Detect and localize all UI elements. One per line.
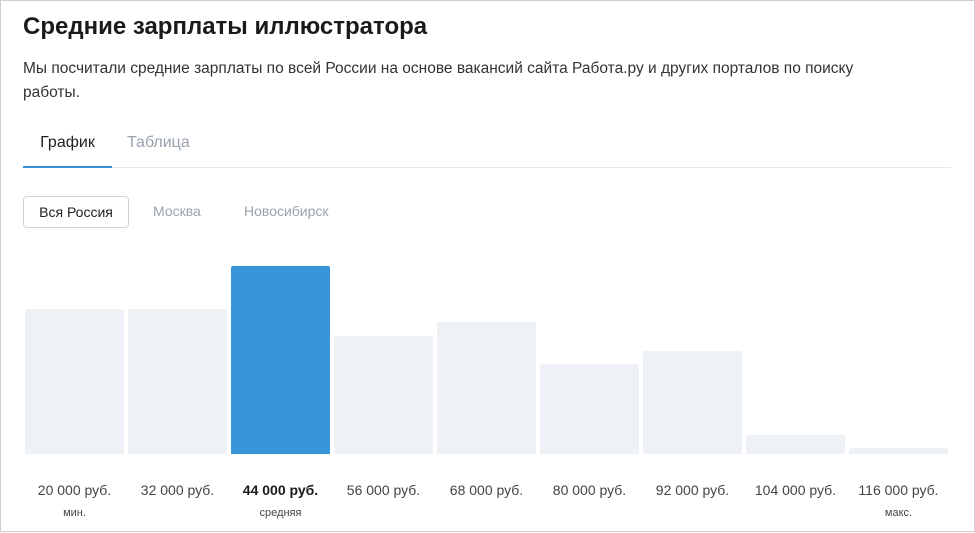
chart-bar xyxy=(540,364,639,454)
region-novosibirsk-button[interactable]: Новосибирск xyxy=(244,203,329,219)
region-moscow-button[interactable]: Москва xyxy=(153,203,201,219)
chart-bar xyxy=(334,336,433,454)
x-tick-label: 44 000 руб. xyxy=(242,482,319,498)
salary-chart: 20 000 руб. мин. 32 000 руб. 44 000 руб. сре… xyxy=(1,241,975,533)
tab-chart[interactable]: График xyxy=(23,127,112,168)
chart-bar xyxy=(437,322,536,454)
page-title: Средние зарплаты иллюстратора xyxy=(23,13,428,40)
region-all-russia-button[interactable]: Вся Россия xyxy=(23,196,129,228)
page-description: Мы посчитали средние зарплаты по всей Ро… xyxy=(23,60,854,101)
view-tabs: График Таблица xyxy=(23,127,951,168)
chart-bar xyxy=(746,435,845,454)
x-tick-label: 116 000 руб. xyxy=(858,482,939,498)
x-tick-label: 104 000 руб. xyxy=(754,482,837,498)
tab-table[interactable]: Таблица xyxy=(127,134,190,151)
x-tick-label: 92 000 руб. xyxy=(655,482,730,498)
chart-bar xyxy=(128,309,227,454)
x-tick-label: 56 000 руб. xyxy=(346,482,421,498)
x-sub-label: мин. xyxy=(63,507,86,519)
chart-bar xyxy=(25,309,124,454)
chart-bar xyxy=(231,266,330,454)
x-tick-label: 20 000 руб. xyxy=(37,482,112,498)
x-tick-label: 68 000 руб. xyxy=(449,482,524,498)
chart-bar xyxy=(643,351,742,454)
x-tick-label: 80 000 руб. xyxy=(552,482,627,498)
x-sub-label: макс. xyxy=(884,507,913,519)
chart-bar xyxy=(849,448,948,454)
x-sub-label: средняя xyxy=(259,507,302,519)
x-tick-label: 32 000 руб. xyxy=(140,482,215,498)
